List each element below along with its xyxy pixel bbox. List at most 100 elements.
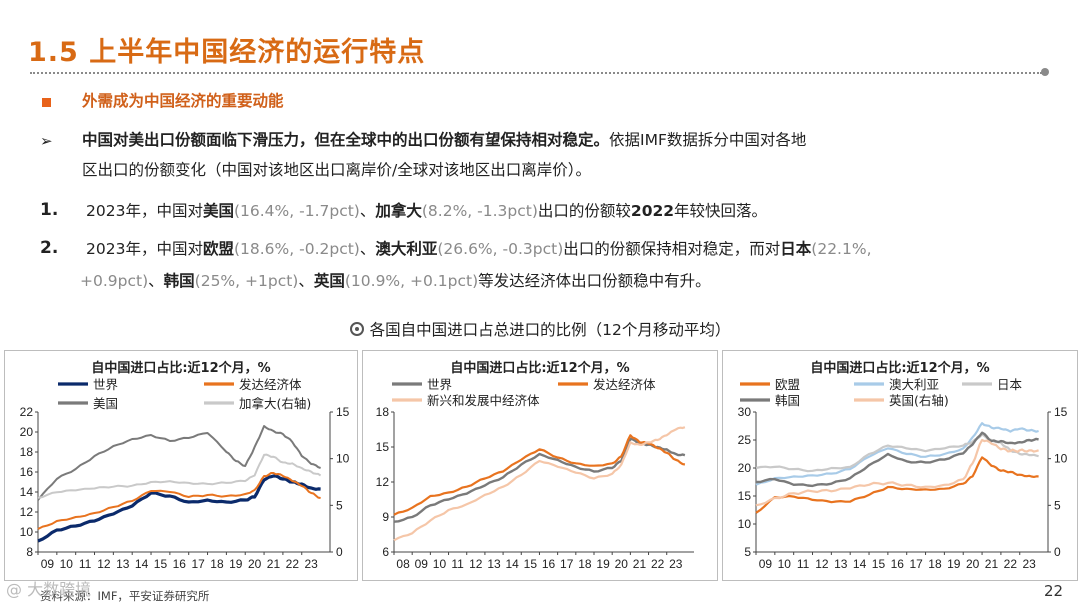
item-2-text-line-1: 2023年，中国对欧盟(18.6%, -0.2pct)、澳大利亚(26.6%, … xyxy=(86,238,872,260)
series-line-4 xyxy=(755,431,1039,488)
item-1-country-canada: 加拿大 xyxy=(375,202,422,220)
x-tick-label: 21 xyxy=(633,557,647,571)
slide-title: 1.5 上半年中国经济的运行特点 xyxy=(28,37,426,68)
x-tick-label: 10 xyxy=(433,557,447,571)
y-tick-label: 6 xyxy=(382,545,389,559)
item-1-us-value: (16.4%, -1.7pct) xyxy=(233,202,360,220)
x-tick-label: 16 xyxy=(173,557,187,571)
y-tick-label: 20 xyxy=(738,461,752,475)
series-line-4 xyxy=(37,453,322,499)
item-1-country-us: 美国 xyxy=(202,202,234,220)
x-tick-label: 14 xyxy=(853,557,867,571)
x-tick-label: 17 xyxy=(191,557,205,571)
x-tick-label: 16 xyxy=(542,557,556,571)
x-tick-label: 22 xyxy=(1004,557,1018,571)
series-line-2 xyxy=(755,422,1039,486)
y-tick-label: 20 xyxy=(20,425,34,439)
x-tick-label: 17 xyxy=(909,557,923,571)
y-tick-label: 25 xyxy=(738,433,752,447)
series-line-2 xyxy=(37,472,321,530)
paragraph-1-bold: 中国对美出口份额面临下滑压力，但在全球中的出口份额有望保持相对稳定。 xyxy=(82,131,610,149)
x-tick-label: 19 xyxy=(229,557,243,571)
item-2-text-line-2: +0.9pct)、韩国(25%, +1pct)、英国(10.9%, +0.1pc… xyxy=(80,270,711,292)
series-line-3 xyxy=(755,433,1039,473)
series-line-1 xyxy=(755,456,1039,514)
y-tick-label: 5 xyxy=(744,545,751,559)
item-2-sep: 、 xyxy=(298,272,314,290)
legend-label: 美国 xyxy=(93,396,118,411)
x-tick-label: 14 xyxy=(135,557,149,571)
legend-label: 新兴和发展中经济体 xyxy=(427,393,540,408)
x-tick-label: 11 xyxy=(451,557,464,571)
item-2-number: 2. xyxy=(40,238,59,258)
item-2-japan-value-cont: +0.9pct) xyxy=(80,272,149,290)
paragraph-1-rest: 依据IMF数据拆分中国对各地 xyxy=(609,131,807,149)
x-tick-label: 14 xyxy=(506,557,520,571)
y-tick-label: 15 xyxy=(738,489,752,503)
x-tick-label: 09 xyxy=(759,557,773,571)
chart-frame xyxy=(4,350,358,581)
item-2-country-japan: 日本 xyxy=(780,240,812,258)
y2-tick-label: 0 xyxy=(1054,545,1061,559)
title-divider-dot xyxy=(1041,68,1049,76)
y2-tick-label: 0 xyxy=(336,545,343,559)
item-2-part: 2023年，中国对 xyxy=(86,240,203,258)
y-tick-label: 18 xyxy=(20,445,34,459)
x-tick-label: 21 xyxy=(985,557,999,571)
legend-label: 发达经济体 xyxy=(239,377,302,392)
subheading: 外需成为中国经济的重要动能 xyxy=(82,92,284,110)
legend-label: 英国(右轴) xyxy=(889,393,949,408)
series-line-3 xyxy=(393,426,686,542)
series-line-1 xyxy=(37,474,321,543)
x-tick-label: 18 xyxy=(928,557,942,571)
legend-label: 韩国 xyxy=(775,393,800,408)
y-tick-label: 10 xyxy=(20,525,34,539)
chart-2: 自中国进口占比:近12个月，% 6 9 12 15 18 08 09 10 11 12 13 14 15 1… xyxy=(362,350,718,581)
chart-frame xyxy=(362,350,718,581)
series-line-2 xyxy=(393,434,686,516)
x-tick-label: 23 xyxy=(1022,557,1036,571)
paragraph-1-line-2: 区出口的份额变化（中国对该地区出口离岸价/全球对该地区出口离岸价）。 xyxy=(82,161,591,179)
x-tick-label: 15 xyxy=(154,557,168,571)
x-tick-label: 21 xyxy=(267,557,281,571)
item-2-sep: 、 xyxy=(359,240,376,258)
legend-label: 欧盟 xyxy=(775,377,800,392)
target-icon xyxy=(349,322,364,336)
y2-tick-label: 5 xyxy=(1054,498,1061,512)
y-tick-label: 12 xyxy=(376,475,390,489)
title-divider xyxy=(30,72,1042,74)
x-tick-label: 08 xyxy=(396,557,410,571)
item-2-country-korea: 韩国 xyxy=(163,272,195,290)
item-1-number: 1. xyxy=(40,200,59,220)
x-tick-label: 10 xyxy=(778,557,792,571)
paragraph-1-line-1: 中国对美出口份额面临下滑压力，但在全球中的出口份额有望保持相对稳定。依据IMF数… xyxy=(82,129,806,151)
x-tick-label: 22 xyxy=(651,557,665,571)
chart-title: 自中国进口占比:近12个月，% xyxy=(810,360,989,376)
x-tick-label: 16 xyxy=(891,557,905,571)
x-tick-label: 20 xyxy=(615,557,629,571)
item-1-year: 2022 xyxy=(630,202,675,220)
y-tick-label: 18 xyxy=(376,405,390,419)
y-tick-label: 15 xyxy=(376,440,390,454)
x-tick-label: 18 xyxy=(578,557,592,571)
chart-1: 自中国进口占比:近12个月，% 8 10 12 14 16 18 20 22 0 5 10 15 09 10… xyxy=(4,350,358,581)
chart-frame xyxy=(722,350,1078,581)
x-tick-label: 20 xyxy=(248,557,262,571)
x-tick-label: 15 xyxy=(872,557,886,571)
x-tick-label: 17 xyxy=(560,557,574,571)
item-2-eu-value: (18.6%, -0.2pct) xyxy=(233,240,360,258)
legend-label: 加拿大(右轴) xyxy=(239,396,311,411)
figure-caption-text: 各国自中国进口占总进口的比例（12个月移动平均） xyxy=(369,321,731,339)
item-2-australia-value: (26.6%, -0.3pct) xyxy=(437,240,564,258)
item-2-korea-value: (25%, +1pct) xyxy=(194,272,299,290)
legend-label: 发达经济体 xyxy=(593,377,656,392)
item-2-japan-value: (22.1%, xyxy=(811,240,872,258)
item-2-country-australia: 澳大利亚 xyxy=(375,240,438,258)
x-tick-label: 12 xyxy=(469,557,483,571)
y-tick-label: 12 xyxy=(20,505,34,519)
y-tick-label: 9 xyxy=(382,510,389,524)
item-1-part: 出口的份额较 xyxy=(537,202,631,220)
chart-3: 自中国进口占比:近12个月，% 5 10 15 20 25 30 0 5 10 15 09 10 11 12… xyxy=(722,350,1078,581)
x-tick-label: 15 xyxy=(524,557,538,571)
x-tick-label: 12 xyxy=(815,557,829,571)
